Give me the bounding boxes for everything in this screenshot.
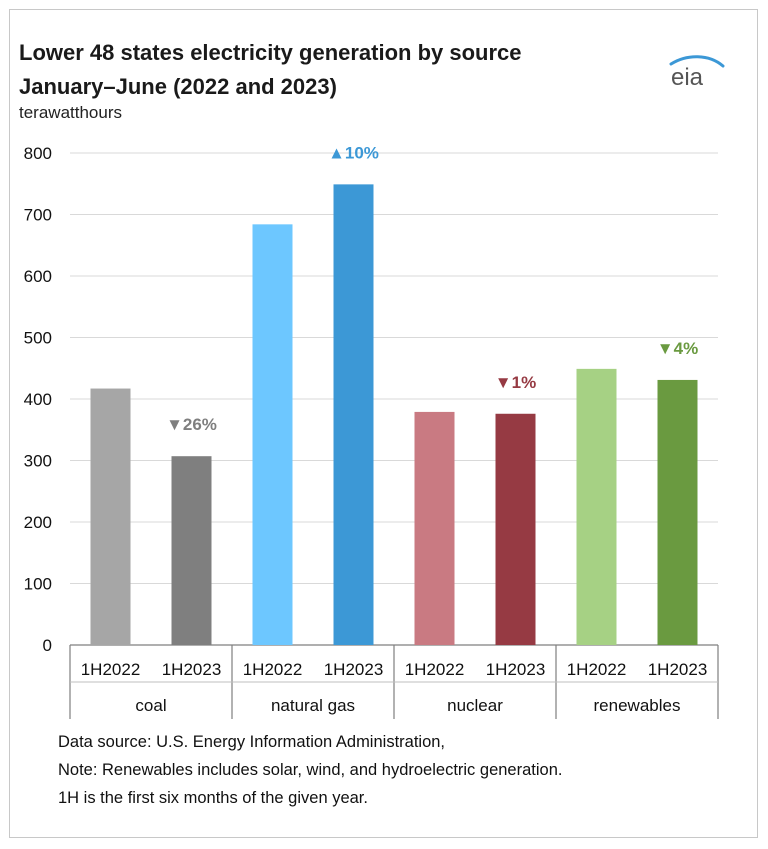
bar [90, 388, 131, 645]
x-tick-label: 1H2022 [405, 660, 465, 679]
eia-logo-text: eia [671, 64, 704, 91]
chart-frame [9, 9, 758, 838]
y-tick-label: 700 [24, 206, 52, 225]
bar [414, 411, 455, 645]
renewables-note: Note: Renewables includes solar, wind, a… [58, 761, 563, 779]
category-group-label: renewables [594, 696, 681, 715]
x-tick-label: 1H2023 [486, 660, 546, 679]
y-tick-label: 500 [24, 329, 52, 348]
x-tick-label: 1H2023 [648, 660, 708, 679]
bar [576, 368, 617, 645]
category-group-label: natural gas [271, 696, 355, 715]
bar [333, 184, 374, 646]
bar [657, 379, 698, 645]
x-tick-label: 1H2022 [81, 660, 141, 679]
chart-title: Lower 48 states electricity generation b… [19, 36, 522, 104]
category-group-label: coal [135, 696, 166, 715]
data-source-note: Data source: U.S. Energy Information Adm… [58, 733, 446, 751]
change-data-label: ▼4% [657, 339, 698, 358]
y-tick-label: 400 [24, 390, 52, 409]
eia-logo: eia [669, 55, 725, 91]
x-tick-label: 1H2023 [324, 660, 384, 679]
y-tick-label: 800 [24, 144, 52, 163]
y-tick-label: 600 [24, 267, 52, 286]
category-group-label: nuclear [447, 696, 503, 715]
bar [252, 224, 293, 645]
change-data-label: ▼26% [166, 415, 217, 434]
chart-title-line2: January–June (2022 and 2023) [19, 74, 337, 99]
x-tick-label: 1H2023 [162, 660, 222, 679]
y-tick-label: 300 [24, 452, 52, 471]
y-tick-label: 100 [24, 575, 52, 594]
y-axis-unit-label: terawatthours [19, 103, 122, 122]
x-tick-label: 1H2022 [567, 660, 627, 679]
change-data-label: ▲10% [328, 143, 379, 162]
chart-notes: Data source: U.S. Energy Information Adm… [58, 728, 562, 812]
chart-title-line1: Lower 48 states electricity generation b… [19, 40, 522, 65]
bar [495, 413, 536, 645]
change-data-label: ▼1% [495, 373, 536, 392]
first-half-note: 1H is the first six months of the given … [58, 789, 368, 807]
x-tick-label: 1H2022 [243, 660, 303, 679]
bar [171, 456, 212, 645]
y-tick-label: 200 [24, 513, 52, 532]
y-tick-label: 0 [43, 636, 52, 655]
